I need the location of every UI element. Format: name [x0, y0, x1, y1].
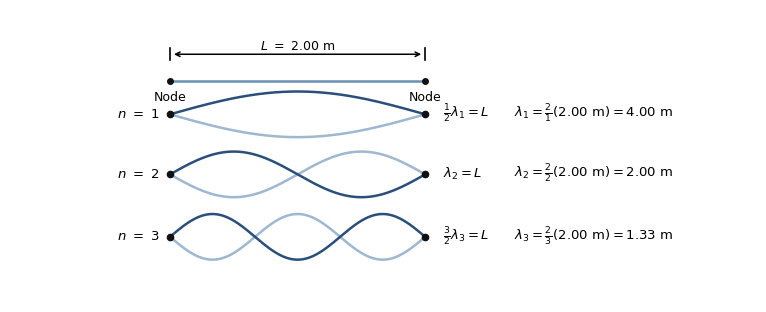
Text: $\lambda_3 = \frac{2}{3}(2.00\ \mathrm{m}) = 1.33\ \mathrm{m}$: $\lambda_3 = \frac{2}{3}(2.00\ \mathrm{m…: [514, 226, 673, 248]
Text: $\lambda_1 = \frac{2}{1}(2.00\ \mathrm{m}) = 4.00\ \mathrm{m}$: $\lambda_1 = \frac{2}{1}(2.00\ \mathrm{m…: [514, 103, 673, 125]
Text: $\frac{1}{2}\lambda_1 = L$: $\frac{1}{2}\lambda_1 = L$: [443, 103, 489, 125]
Text: Node: Node: [409, 91, 442, 105]
Text: Node: Node: [153, 91, 186, 105]
Text: $n\ =\ 2$: $n\ =\ 2$: [116, 168, 159, 181]
Text: $L\ =\ 2.00\ \mathrm{m}$: $L\ =\ 2.00\ \mathrm{m}$: [260, 40, 336, 53]
Text: $n\ =\ 3$: $n\ =\ 3$: [116, 230, 159, 243]
Text: $\frac{3}{2}\lambda_3 = L$: $\frac{3}{2}\lambda_3 = L$: [443, 226, 489, 248]
Text: $\lambda_2 = L$: $\lambda_2 = L$: [443, 166, 483, 183]
Text: $\lambda_2 = \frac{2}{2}(2.00\ \mathrm{m}) = 2.00\ \mathrm{m}$: $\lambda_2 = \frac{2}{2}(2.00\ \mathrm{m…: [514, 163, 673, 185]
Text: $n\ =\ 1$: $n\ =\ 1$: [116, 108, 159, 121]
